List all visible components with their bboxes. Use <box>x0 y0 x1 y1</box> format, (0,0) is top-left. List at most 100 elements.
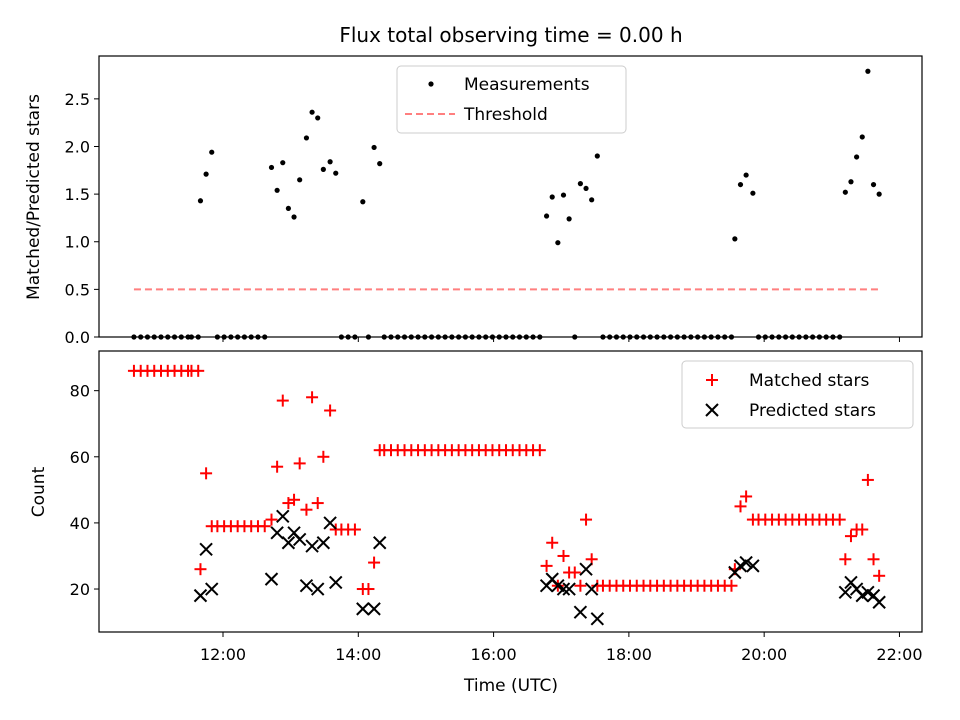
measurements-point <box>268 164 275 171</box>
measurements-point <box>750 190 756 196</box>
matched-stars-point <box>540 559 553 572</box>
y-tick-label: 1.0 <box>65 233 90 252</box>
matched-stars-point <box>317 450 330 463</box>
matched-stars-point <box>293 457 306 470</box>
measurements-point <box>377 161 383 167</box>
matched-stars-point <box>348 523 361 536</box>
matched-stars-point <box>324 404 337 417</box>
y-tick-label: 2.5 <box>65 90 90 109</box>
matched-stars-point <box>265 513 278 526</box>
measurements-point <box>594 153 600 159</box>
measurements-point <box>543 213 550 219</box>
matched-stars-point <box>867 553 880 566</box>
matched-stars-point <box>546 536 559 549</box>
predicted-stars-point <box>367 602 381 616</box>
legend-predicted-label: Predicted stars <box>749 401 876 421</box>
measurements-point <box>291 214 297 220</box>
measurements-point <box>197 198 204 204</box>
predicted-stars-point <box>323 516 337 530</box>
matched-stars-point <box>271 460 284 473</box>
measurements-point <box>848 179 854 185</box>
predicted-stars-point <box>281 536 296 550</box>
matched-stars-point <box>368 556 381 569</box>
measurements-point <box>309 109 315 115</box>
measurements-point <box>549 194 555 200</box>
measurements-point <box>280 160 286 166</box>
predicted-stars-point <box>579 562 593 576</box>
y-tick-label: 1.5 <box>65 185 90 204</box>
top-y-axis-label: Matched/Predicted stars <box>24 94 44 300</box>
legend-matched-label: Matched stars <box>749 371 869 391</box>
matched-stars-point <box>200 467 213 480</box>
predicted-stars-point <box>872 595 886 609</box>
predicted-stars-point <box>299 579 314 593</box>
bottom-legend-box <box>681 360 914 429</box>
predicted-stars-point <box>746 559 760 573</box>
legend-measurements-label: Measurements <box>464 75 590 95</box>
predicted-stars-point <box>590 612 605 626</box>
bottom-plot-frame <box>98 350 923 633</box>
top-legend: Measurements Threshold <box>396 65 627 134</box>
bottom-y-axis: 20 40 60 80 <box>70 382 99 599</box>
top-plot-panel: Flux total observing time = 0.00 h 0.00.… <box>24 23 923 347</box>
matched-stars-point <box>574 579 587 592</box>
predicted-stars-point <box>373 536 387 550</box>
matched-stars-point <box>300 503 313 516</box>
matched-stars-point <box>276 394 289 407</box>
measurements-point <box>589 197 595 203</box>
measurements-point <box>285 205 292 212</box>
measurements-point <box>333 170 339 176</box>
predicted-stars-point <box>316 536 331 550</box>
measurements-point <box>555 240 561 246</box>
measurements-point <box>842 189 848 195</box>
matched-stars-point <box>192 364 205 377</box>
measurements-point <box>870 181 877 188</box>
measurements-point <box>876 191 882 197</box>
legend-predicted-marker <box>705 403 719 417</box>
matched-stars-point <box>725 579 738 592</box>
x-tick-label: 22:00 <box>876 645 922 664</box>
measurements-point <box>315 115 321 121</box>
x-tick-label: 18:00 <box>606 645 652 664</box>
top-x-axis <box>222 337 900 342</box>
predicted-stars-point <box>199 542 213 557</box>
matched-stars-point <box>861 473 874 486</box>
predicted-stars-point <box>205 582 219 596</box>
bottom-x-axis-label: Time (UTC) <box>463 676 558 696</box>
predicted-stars-point <box>193 588 208 603</box>
matched-stars-point <box>306 391 319 404</box>
measurements-point <box>854 154 860 160</box>
x-tick-label: 12:00 <box>200 645 246 664</box>
y-tick-label: 60 <box>70 448 90 467</box>
x-tick-label: 16:00 <box>471 645 517 664</box>
y-tick-label: 20 <box>70 580 90 599</box>
legend-matched-marker <box>706 374 718 386</box>
predicted-stars-point <box>838 585 853 600</box>
measurements-point <box>320 166 326 172</box>
measurements-point <box>583 185 589 192</box>
matched-stars-point <box>734 500 747 513</box>
predicted-stars-point <box>573 605 588 619</box>
matched-stars-point <box>557 549 570 562</box>
measurements-point <box>360 199 366 205</box>
predicted-stars-point <box>556 582 571 596</box>
bottom-x-axis: 12:00 14:00 16:00 18:00 20:00 22:00 <box>200 632 923 664</box>
measurements-point <box>203 171 209 177</box>
predicted-stars-point <box>264 572 279 586</box>
matched-stars-point <box>856 523 869 536</box>
measurements-point <box>566 216 572 222</box>
matched-stars-point <box>568 566 581 579</box>
bottom-plot-marks <box>127 364 886 626</box>
predicted-stars-point <box>562 582 576 596</box>
predicted-stars-point <box>276 509 290 524</box>
matched-stars-point <box>844 530 857 543</box>
legend-measurements-marker <box>428 81 434 87</box>
matched-stars-point <box>580 513 593 526</box>
legend-threshold-label: Threshold <box>463 105 548 125</box>
measurements-point <box>274 187 280 193</box>
matched-stars-point <box>533 444 546 457</box>
predicted-stars-point <box>356 602 370 616</box>
measurements-point <box>209 149 215 155</box>
